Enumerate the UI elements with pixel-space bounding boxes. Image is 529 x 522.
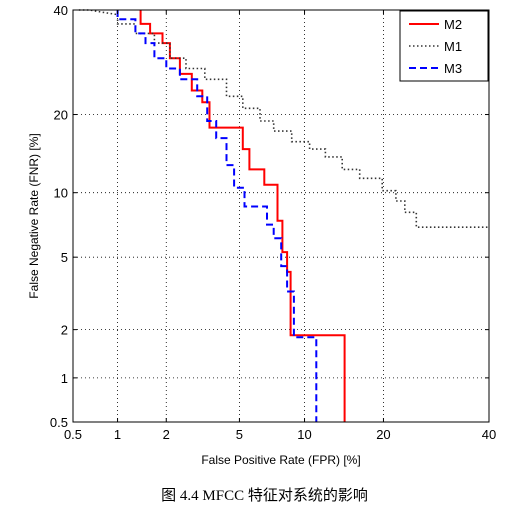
x-tick-label: 10: [297, 427, 311, 442]
plot-frame: [72, 9, 490, 423]
y-tick-label: 10: [54, 186, 68, 201]
x-tick-label: 0.5: [64, 427, 82, 442]
y-tick-label: 20: [54, 108, 68, 123]
x-tick-label: 20: [376, 427, 390, 442]
series-layer: [78, 9, 489, 422]
y-tick-label: 5: [61, 250, 68, 265]
x-axis-label: False Positive Rate (FPR) [%]: [201, 453, 360, 467]
legend: M2 M1 M3: [399, 10, 489, 82]
legend-label-m2: M2: [444, 17, 462, 32]
figure-caption: 图 4.4 MFCC 特征对系统的影响: [161, 488, 368, 504]
series-line-m3: [116, 10, 318, 422]
x-tick-labels: 0.5 1 2 5 10 20 40: [64, 10, 496, 442]
x-tick-label: 40: [482, 427, 496, 442]
x-tick-label: 5: [236, 427, 243, 442]
legend-label-m1: M1: [444, 39, 462, 54]
y-tick-labels: 0.5 1 2 5 10 20 40: [50, 3, 489, 430]
x-tick-label: 2: [163, 427, 170, 442]
x-tick-label: 1: [114, 427, 121, 442]
legend-label-m3: M3: [444, 61, 462, 76]
legend-box: [399, 10, 489, 82]
y-tick-label: 40: [54, 3, 68, 18]
det-chart: 0.5 1 2 5 10 20 40 0.5 1 2 5 10 20 40 False Positive…: [27, 3, 496, 467]
y-axis-label: False Negative Rate (FNR) [%]: [27, 133, 41, 298]
y-tick-label: 1: [61, 371, 68, 386]
y-tick-label: 2: [61, 323, 68, 338]
y-tick-label: 0.5: [50, 415, 68, 430]
series-line-m2: [139, 10, 346, 422]
